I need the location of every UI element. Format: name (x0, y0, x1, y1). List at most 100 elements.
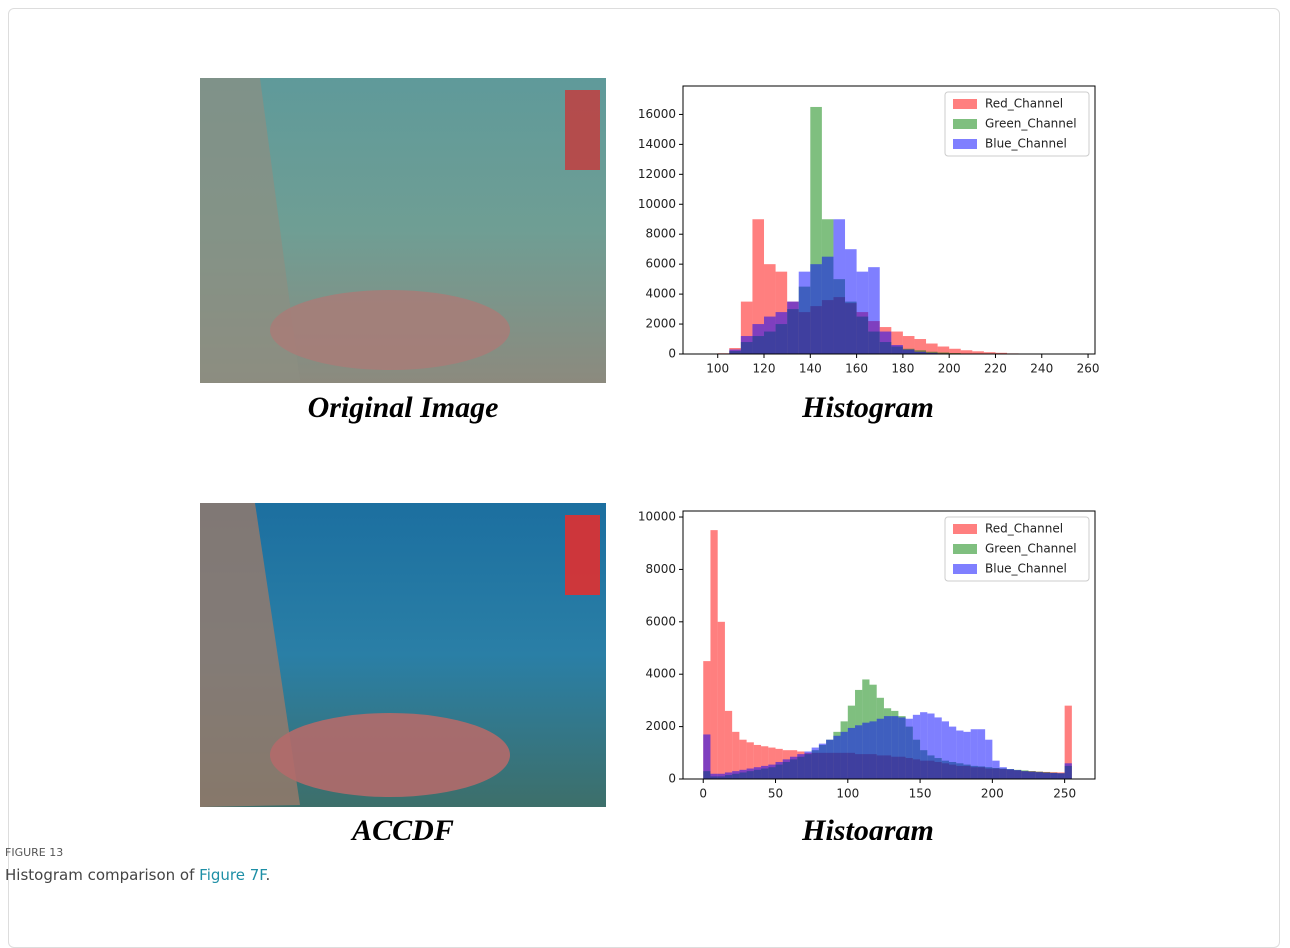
histogram-bar (822, 257, 834, 354)
histogram-bar (891, 716, 898, 779)
histogram-bar (877, 719, 884, 779)
histogram-bar (855, 725, 862, 779)
legend-label: Red_Channel (985, 97, 1063, 111)
x-tick-label: 180 (891, 362, 914, 376)
histogram-bar (880, 332, 892, 354)
histogram-bar (787, 302, 799, 354)
page: Original Image Histogram ACCDF Histogram… (0, 0, 1290, 936)
legend-label: Red_Channel (985, 522, 1063, 536)
histogram-bar (776, 762, 783, 779)
x-tick-label: 50 (768, 787, 783, 801)
histogram-bar (810, 264, 822, 354)
histogram-bar (963, 732, 970, 779)
x-tick-label: 250 (1053, 787, 1076, 801)
legend-label: Blue_Channel (985, 562, 1067, 576)
y-tick-label: 6000 (645, 257, 676, 271)
histogram-bar (752, 324, 764, 354)
histogram-bar (812, 748, 819, 779)
histogram-bar (776, 312, 788, 354)
histogram-bar (790, 757, 797, 779)
x-tick-label: 140 (799, 362, 822, 376)
histogram-bar (718, 622, 725, 779)
y-tick-label: 4000 (645, 667, 676, 681)
x-tick-label: 160 (845, 362, 868, 376)
histogram-bar (1065, 763, 1072, 779)
histogram-bar (729, 350, 741, 354)
y-tick-label: 4000 (645, 287, 676, 301)
y-tick-label: 8000 (645, 227, 676, 241)
histogram-bar (754, 767, 761, 779)
x-tick-label: 150 (909, 787, 932, 801)
legend-swatch (953, 99, 977, 109)
histogram-bar (826, 740, 833, 779)
histogram-bar (1000, 767, 1007, 779)
legend-swatch (953, 119, 977, 129)
panel-label: Original Image (308, 391, 499, 424)
caption-text: Histogram comparison of (5, 866, 199, 884)
histogram-bar (1014, 770, 1021, 779)
caption-text: . (266, 866, 271, 884)
histogram-bar (819, 744, 826, 779)
histogram-bar (710, 774, 717, 779)
original-image (200, 78, 606, 383)
histogram-bar (1043, 773, 1050, 779)
y-tick-label: 2000 (645, 317, 676, 331)
histogram-bar (739, 770, 746, 779)
histogram-bar (768, 765, 775, 779)
accdf-image (200, 503, 606, 807)
legend-label: Blue_Channel (985, 137, 1067, 151)
y-tick-label: 2000 (645, 719, 676, 733)
histogram-bar (891, 345, 903, 354)
histogram-bar (848, 728, 855, 779)
x-tick-label: 120 (753, 362, 776, 376)
x-tick-label: 260 (1077, 362, 1100, 376)
histogram-bar (833, 219, 845, 354)
x-tick-label: 200 (938, 362, 961, 376)
x-tick-label: 100 (836, 787, 859, 801)
y-tick-label: 10000 (638, 197, 676, 211)
y-tick-label: 16000 (638, 107, 676, 121)
histogram-bar (833, 736, 840, 779)
y-tick-label: 0 (668, 347, 676, 361)
figure-link[interactable]: Figure 7F (199, 866, 265, 884)
histogram-bar (898, 717, 905, 779)
legend-swatch (953, 564, 977, 574)
figure-label: FIGURE 13 (5, 846, 63, 859)
y-tick-label: 8000 (645, 562, 676, 576)
histogram-bar (906, 719, 913, 779)
histogram-bar (783, 759, 790, 779)
histogram-bar (869, 721, 876, 779)
histogram-bar (971, 729, 978, 779)
histogram-bar (949, 727, 956, 779)
histogram-bar (703, 734, 710, 779)
y-tick-label: 14000 (638, 137, 676, 151)
legend-swatch (953, 524, 977, 534)
histogram-bar (761, 766, 768, 779)
x-tick-label: 200 (981, 787, 1004, 801)
histogram-bar (845, 249, 857, 354)
histogram-bar (942, 721, 949, 779)
y-tick-label: 10000 (638, 510, 676, 524)
histogram-bar (1057, 773, 1064, 779)
histogram-bar (725, 711, 732, 779)
y-tick-label: 6000 (645, 614, 676, 628)
y-tick-label: 12000 (638, 167, 676, 181)
panel-label: Histogram (801, 814, 934, 840)
panel-label: ACCDF (350, 814, 454, 840)
y-tick-label: 0 (668, 772, 676, 786)
histogram-bar (920, 712, 927, 779)
histogram-bar (913, 715, 920, 779)
panel-label: Histogram (801, 391, 934, 424)
legend-swatch (953, 544, 977, 554)
histogram-bar (978, 729, 985, 779)
histogram-bar (985, 740, 992, 779)
histogram-bar (956, 731, 963, 779)
histogram-bar (1021, 771, 1028, 779)
histogram-bar (710, 530, 717, 779)
x-tick-label: 100 (706, 362, 729, 376)
histogram-bar (804, 751, 811, 779)
legend-label: Green_Channel (985, 117, 1077, 131)
histogram-bar (799, 272, 811, 354)
histogram-bar (1029, 772, 1036, 779)
legend-swatch (953, 139, 977, 149)
